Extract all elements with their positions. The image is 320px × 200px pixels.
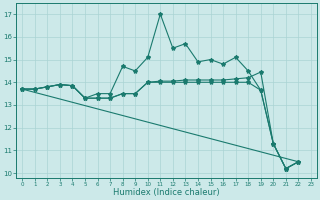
- X-axis label: Humidex (Indice chaleur): Humidex (Indice chaleur): [113, 188, 220, 197]
